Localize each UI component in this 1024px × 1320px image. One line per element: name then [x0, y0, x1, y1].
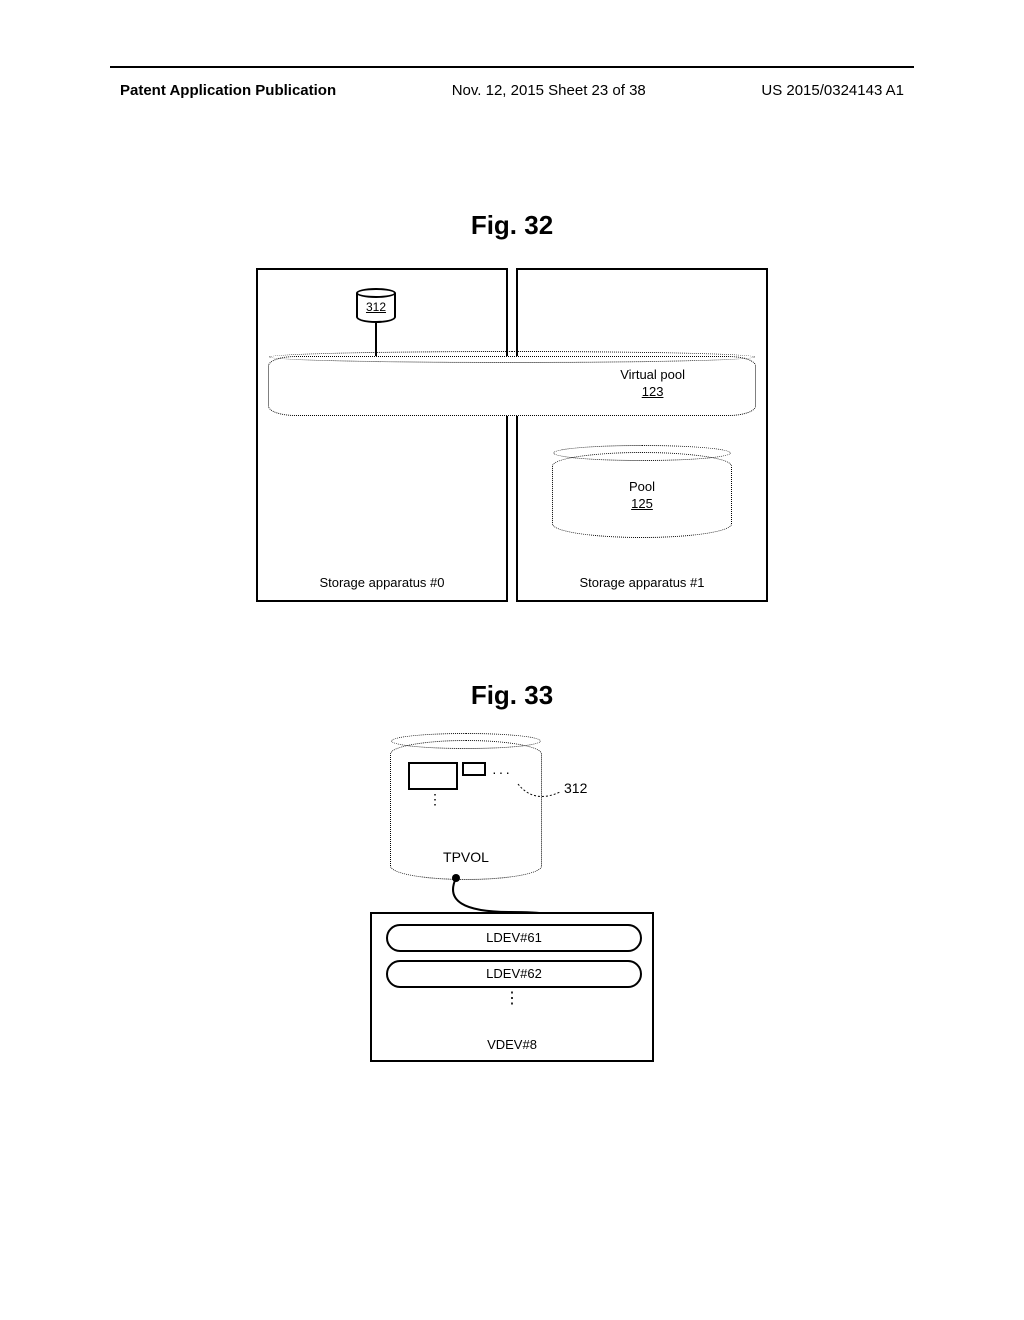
tpvol-block-large: [408, 762, 458, 790]
storage-apparatus-1-label: Storage apparatus #1: [518, 575, 766, 590]
tpvol-ellipsis-v: ⋮: [428, 796, 442, 803]
tpvol-cylinder: TPVOL: [390, 740, 542, 880]
pool: Pool 125: [552, 452, 732, 538]
ldev-62: LDEV#62: [386, 960, 642, 988]
header-rule: [110, 66, 914, 68]
header-center: Nov. 12, 2015 Sheet 23 of 38: [452, 82, 646, 99]
virtual-pool-text: Virtual pool: [620, 367, 685, 382]
header-right: US 2015/0324143 A1: [761, 82, 904, 99]
header-left: Patent Application Publication: [120, 82, 336, 99]
page-header: Patent Application Publication Nov. 12, …: [0, 82, 1024, 99]
pool-text: Pool: [629, 479, 655, 494]
pool-label: Pool 125: [553, 479, 731, 513]
virtual-pool-label: Virtual pool 123: [620, 367, 685, 401]
vdev-label: VDEV#8: [372, 1037, 652, 1052]
leader-312-text: 312: [564, 780, 587, 796]
fig33-diagram: TPVOL ··· ⋮ 312 LDEV#61 LDEV#62 ⋮ VDEV#8: [370, 740, 654, 1080]
cylinder-312-id: 312: [356, 300, 396, 314]
virtual-pool: Virtual pool 123: [268, 356, 756, 416]
tpvol-label: TPVOL: [391, 849, 541, 865]
vdev-ellipsis: ⋮: [372, 994, 652, 1004]
vdev-box: LDEV#61 LDEV#62 ⋮ VDEV#8: [370, 912, 654, 1062]
leader-312: 312: [516, 782, 576, 806]
tpvol-block-small: [462, 762, 486, 776]
pool-id: 125: [631, 496, 653, 511]
cylinder-312: 312: [356, 288, 396, 328]
tpvol-ellipsis-h: ···: [492, 764, 512, 780]
storage-apparatus-1-box: Storage apparatus #1: [516, 268, 768, 602]
storage-apparatus-0-label: Storage apparatus #0: [258, 575, 506, 590]
virtual-pool-id: 123: [642, 384, 664, 399]
fig32-diagram: Storage apparatus #0 Storage apparatus #…: [256, 268, 768, 602]
fig32-title: Fig. 32: [0, 210, 1024, 241]
fig33-title: Fig. 33: [0, 680, 1024, 711]
ldev-61: LDEV#61: [386, 924, 642, 952]
tpvol-to-ldev-connector: [450, 872, 570, 916]
